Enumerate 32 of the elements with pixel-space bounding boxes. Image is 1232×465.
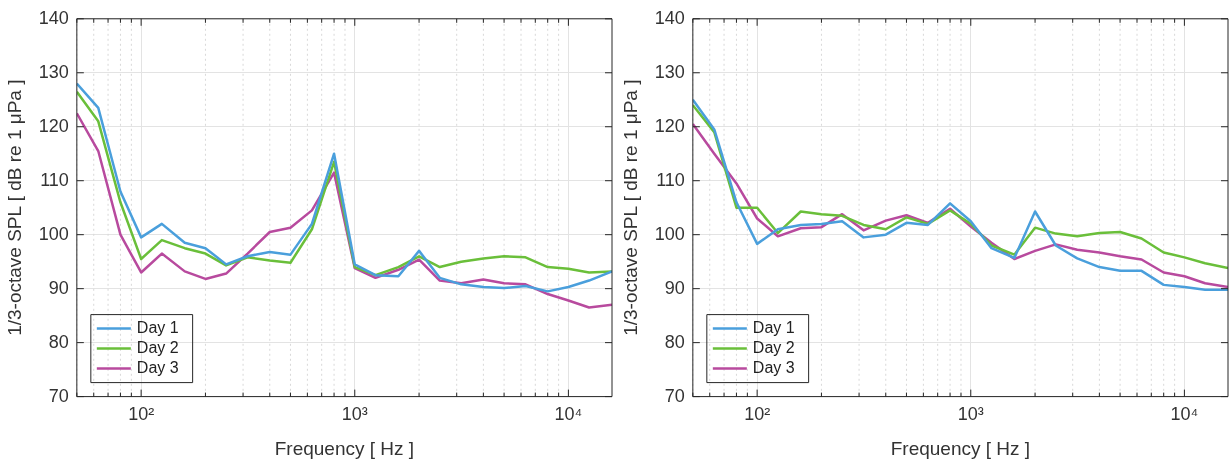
- x-tick-label: 10³: [341, 404, 368, 425]
- x-axis-title: Frequency [ Hz ]: [890, 437, 1031, 459]
- y-tick-label: 100: [38, 223, 69, 244]
- y-tick-label: 140: [654, 7, 685, 28]
- legend-label: Day 1: [136, 319, 179, 337]
- y-tick-label: 120: [38, 115, 69, 136]
- x-tick-label: 10²: [744, 404, 771, 425]
- legend-label: Day 1: [752, 319, 795, 337]
- x-axis-title: Frequency [ Hz ]: [274, 437, 415, 459]
- y-tick-label: 100: [654, 223, 685, 244]
- y-tick-label: 80: [48, 331, 69, 352]
- y-tick-label: 130: [654, 61, 685, 82]
- legend-label: Day 2: [136, 339, 179, 357]
- y-axis-title: 1/3-octave SPL [ dB re 1 μPa ]: [619, 79, 641, 336]
- legend-label: Day 2: [752, 339, 795, 357]
- x-tick-label: 10⁴: [554, 404, 583, 425]
- legend-label: Day 3: [136, 359, 179, 377]
- x-tick-label: 10⁴: [1170, 404, 1199, 425]
- y-axis-title: 1/3-octave SPL [ dB re 1 μPa ]: [3, 79, 25, 336]
- y-tick-label: 130: [38, 61, 69, 82]
- legend-label: Day 3: [752, 359, 795, 377]
- y-tick-label: 90: [48, 277, 69, 298]
- y-tick-label: 90: [664, 277, 685, 298]
- y-tick-label: 110: [40, 169, 69, 190]
- y-tick-label: 80: [664, 331, 685, 352]
- y-tick-label: 140: [38, 7, 69, 28]
- y-tick-label: 110: [656, 169, 685, 190]
- x-tick-label: 10³: [957, 404, 984, 425]
- y-tick-label: 70: [48, 385, 69, 406]
- y-tick-label: 70: [664, 385, 685, 406]
- x-tick-label: 10²: [128, 404, 155, 425]
- y-tick-label: 120: [654, 115, 685, 136]
